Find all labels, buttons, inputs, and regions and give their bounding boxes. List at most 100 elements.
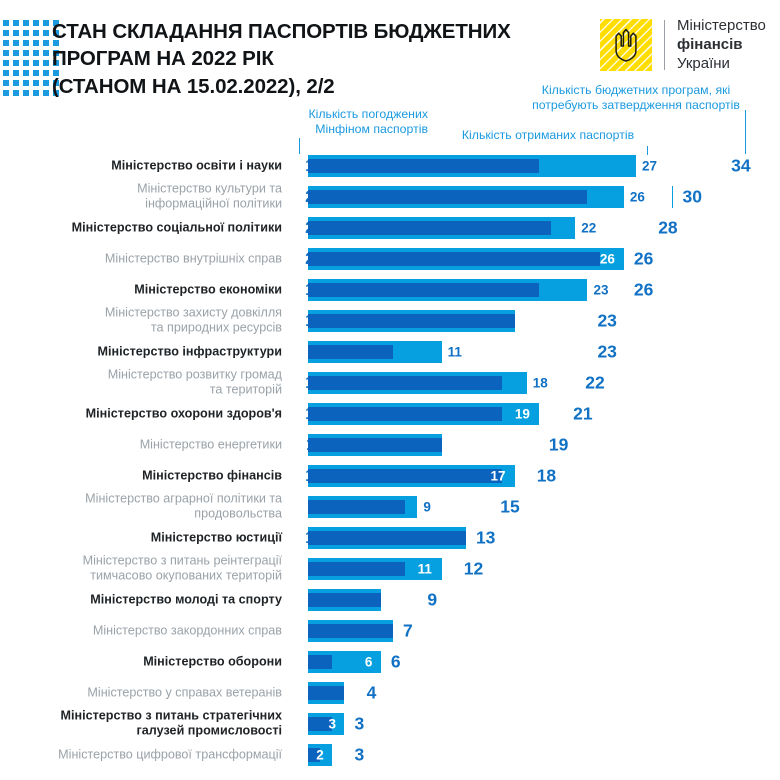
box-received xyxy=(417,496,491,518)
bar-approved xyxy=(308,221,551,235)
box-received xyxy=(441,341,588,363)
row-bars xyxy=(308,434,539,456)
value-total: 34 xyxy=(731,155,751,175)
row-bars xyxy=(308,155,722,177)
decorative-dot xyxy=(33,60,39,66)
value-total: 26 xyxy=(633,279,654,299)
decorative-dot-grid xyxy=(3,20,59,96)
row-label-line-2: та природних ресурсів xyxy=(150,320,282,335)
decorative-dot xyxy=(33,90,39,96)
decorative-dot xyxy=(53,40,59,46)
page-title-line-2: ПРОГРАМ НА 2022 РІК xyxy=(52,47,274,71)
row-bars xyxy=(308,248,624,270)
value-total: 9 xyxy=(427,589,438,609)
box-received xyxy=(514,310,588,332)
bar-approved xyxy=(308,562,406,576)
page-title-line-3: (СТАНОМ НА 15.02.2022), 2/2 xyxy=(52,74,335,98)
row-bars xyxy=(308,186,673,208)
page-title: СТАН СКЛАДАННЯ ПАСПОРТІВ БЮДЖЕТНИХ ПРОГР… xyxy=(52,18,572,100)
decorative-dot xyxy=(53,80,59,86)
row-bars xyxy=(308,620,394,642)
legend-total: Кількість бюджетних програм, які потребу… xyxy=(500,83,772,114)
decorative-dot xyxy=(13,30,19,36)
row-bars xyxy=(308,527,466,549)
decorative-dot xyxy=(3,90,9,96)
chart-row: Міністерство закордонних справ77 xyxy=(0,615,780,646)
row-label-line-1: Міністерство аграрної політики та xyxy=(85,491,282,506)
box-received xyxy=(526,372,576,394)
value-total: 6 xyxy=(390,651,401,671)
chart-row: Міністерство енергетики1119 xyxy=(0,429,780,460)
chart-row: Міністерство з питань реінтеграції тимчас… xyxy=(0,553,780,584)
decorative-dot xyxy=(13,20,19,26)
row-label-line-1: Міністерство юстиції xyxy=(150,529,282,544)
row-label: Міністерство інфраструктури xyxy=(22,344,283,359)
decorative-dot xyxy=(13,60,19,66)
row-label-line-2: продовольства xyxy=(194,506,282,521)
bar-approved xyxy=(308,345,394,359)
row-label: Міністерство соціальної політики xyxy=(22,220,282,235)
row-bars xyxy=(308,310,588,332)
decorative-dot xyxy=(23,20,29,26)
legend-leader-line-received xyxy=(647,146,648,156)
box-received xyxy=(636,155,722,177)
chart-row: Міністерство з питань стратегічних галузе… xyxy=(0,708,780,739)
row-label: Міністерство закордонних справ xyxy=(22,623,282,638)
row-label-line-1: Міністерство захисту довкілля xyxy=(104,305,282,320)
box-received xyxy=(514,465,527,487)
bar-approved xyxy=(308,500,406,514)
chart-row: Міністерство цифрової трансформації123 xyxy=(0,739,780,770)
logo-stripes xyxy=(600,18,652,71)
legend-total-line-2: потребують затвердження паспортів xyxy=(532,98,740,113)
chart-row: Міністерство соціальної політики202228 xyxy=(0,212,780,243)
decorative-dot xyxy=(33,40,39,46)
legend-leader-line-total xyxy=(745,110,746,154)
row-label: Міністерство з питань стратегічних галузе… xyxy=(22,708,282,739)
box-received xyxy=(587,279,624,301)
value-received: 11 xyxy=(447,344,462,359)
box-received xyxy=(623,186,673,208)
row-label-line-2: тимчасово окупованих територій xyxy=(90,568,282,583)
chart-row: Міністерство у справах ветеранів34 xyxy=(0,677,780,708)
box-received xyxy=(441,558,454,580)
row-label: Міністерство культури та інформаційної по… xyxy=(22,181,282,212)
decorative-dot xyxy=(3,20,9,26)
value-total: 13 xyxy=(475,527,496,547)
value-total: 7 xyxy=(403,620,413,640)
row-label: Міністерство захисту довкілля та природни… xyxy=(22,305,282,336)
row-label-line-2: та територій xyxy=(209,382,282,397)
legend-received-line-1: Кількість отриманих паспортів xyxy=(461,128,635,142)
value-received: 22 xyxy=(581,220,597,235)
box-received xyxy=(344,682,357,704)
row-label: Міністерство аграрної політики та продово… xyxy=(22,491,282,522)
row-label-line-1: Міністерство з питань реінтеграції xyxy=(82,553,282,568)
decorative-dot xyxy=(43,40,49,46)
bar-approved xyxy=(308,686,345,700)
decorative-dot xyxy=(53,30,59,36)
row-label: Міністерство у справах ветеранів xyxy=(22,685,282,700)
value-received: 23 xyxy=(593,282,609,297)
bar-approved xyxy=(308,531,466,545)
bar-approved xyxy=(308,717,333,731)
decorative-dot xyxy=(43,90,49,96)
trident-icon xyxy=(615,28,637,62)
row-label-line-1: Міністерство енергетики xyxy=(139,436,282,451)
chart-row: Міністерство культури та інформаційної по… xyxy=(0,181,780,212)
value-total: 3 xyxy=(354,713,365,733)
value-received: 6 xyxy=(364,654,373,669)
box-received xyxy=(380,589,418,611)
decorative-dot xyxy=(13,70,19,76)
value-received: 11 xyxy=(417,561,432,576)
row-bars xyxy=(308,651,381,673)
chart-row: Міністерство аграрної політики та продово… xyxy=(0,491,780,522)
row-label-line-1: Міністерство економіки xyxy=(134,281,282,296)
bar-approved xyxy=(308,314,515,328)
row-label: Міністерство охорони здоров'я xyxy=(22,406,282,421)
value-received: 26 xyxy=(599,251,615,266)
value-total: 28 xyxy=(658,217,678,237)
value-total: 30 xyxy=(682,186,702,206)
chart-row: Міністерство юстиції1313 xyxy=(0,522,780,553)
chart-row: Міністерство освіти і науки192734 xyxy=(0,150,780,181)
chart-row: Міністерство інфраструктури71123 xyxy=(0,336,780,367)
